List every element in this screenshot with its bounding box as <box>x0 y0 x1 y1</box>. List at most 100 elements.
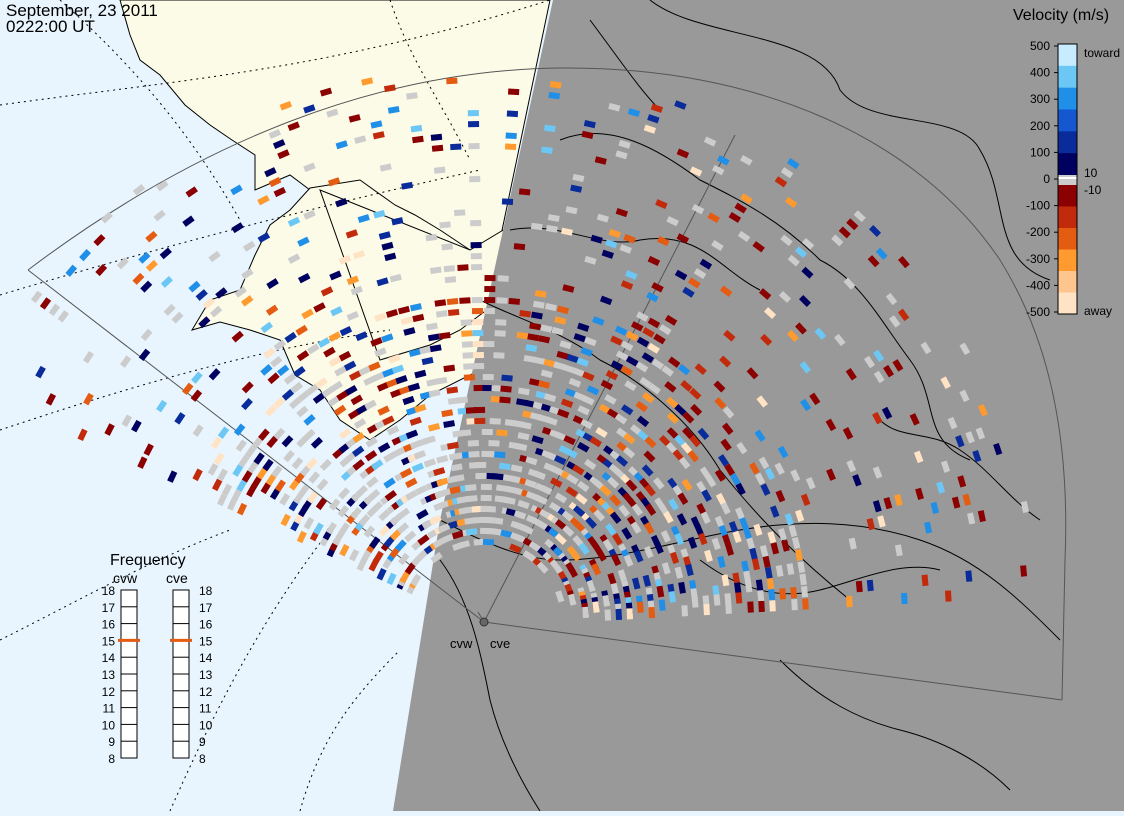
velocity-cell <box>191 371 203 384</box>
velocity-cell <box>936 481 946 494</box>
velocity-cell <box>181 382 194 396</box>
velocity-cell <box>77 428 88 442</box>
velocity-cell <box>505 132 517 140</box>
frequency-scales: 18 17 16 15 14 13 12 11 10 9 8 18 17 16 15 14 13 12 11 10 9 8 <box>102 584 213 766</box>
velocity-cell <box>328 356 342 368</box>
velocity-cell <box>556 408 570 419</box>
velocity-cell <box>265 473 277 486</box>
velocity-cell <box>312 392 326 404</box>
velocity-cell <box>313 302 326 313</box>
velocity-cell <box>704 549 713 563</box>
velocity-cell <box>338 427 352 440</box>
velocity-cell <box>408 348 421 358</box>
velocity-cell <box>572 505 586 518</box>
colorbar-swatch <box>1058 44 1077 67</box>
velocity-cell <box>778 291 792 303</box>
velocity-cell <box>568 377 582 388</box>
velocity-cell <box>35 365 46 379</box>
velocity-cell <box>737 230 751 243</box>
velocity-cell <box>287 253 301 264</box>
velocity-cell <box>277 149 290 160</box>
velocity-cell <box>769 505 780 518</box>
velocity-cell <box>583 120 596 129</box>
velocity-cell <box>143 443 154 456</box>
velocity-cell <box>825 418 837 432</box>
velocity-cell <box>610 360 624 371</box>
velocity-cell <box>283 449 295 463</box>
velocity-cell <box>413 450 427 460</box>
velocity-cell <box>625 330 639 342</box>
velocity-cell <box>346 311 360 321</box>
velocity-cell <box>711 537 721 551</box>
velocity-cell <box>463 374 476 381</box>
velocity-cell <box>728 520 739 534</box>
velocity-cell <box>404 477 418 489</box>
velocity-cell <box>766 577 775 590</box>
velocity-cell <box>673 434 686 447</box>
velocity-cell <box>691 596 699 608</box>
velocity-cell <box>328 498 341 511</box>
velocity-cell <box>296 435 309 448</box>
velocity-cell <box>920 341 932 355</box>
colorbar-swatch <box>1058 185 1077 207</box>
velocity-cell <box>504 143 517 151</box>
velocity-cell <box>444 276 457 284</box>
velocity-cell <box>499 396 511 404</box>
velocity-cell <box>265 304 279 316</box>
velocity-cell <box>327 177 341 187</box>
radar-site-marker <box>479 617 489 627</box>
night-region <box>393 0 1124 811</box>
velocity-cell <box>599 295 613 306</box>
velocity-cell <box>268 129 282 139</box>
colorbar-10-label: 10 <box>1084 166 1098 180</box>
velocity-cell <box>656 585 665 598</box>
velocity-cell <box>653 333 666 345</box>
velocity-cell <box>272 139 286 149</box>
velocity-cell <box>786 157 800 170</box>
velocity-cell <box>562 364 576 374</box>
velocity-cell <box>760 483 771 496</box>
velocity-cell <box>565 486 579 498</box>
velocity-cell <box>531 435 544 445</box>
velocity-cell <box>378 231 391 240</box>
velocity-cell <box>379 163 392 172</box>
velocity-cell <box>227 498 238 511</box>
colorbar-tick-label: 500 <box>1030 39 1050 53</box>
frequency-scale-label: 14 <box>102 651 116 665</box>
velocity-cell <box>665 441 678 455</box>
velocity-cell <box>217 468 228 481</box>
velocity-cell <box>195 289 208 301</box>
velocity-cell <box>624 380 637 392</box>
velocity-cell <box>538 380 551 389</box>
velocity-cell <box>215 287 228 299</box>
velocity-cell <box>607 476 620 489</box>
velocity-cell <box>370 120 383 129</box>
velocity-cell <box>232 464 244 477</box>
velocity-cell <box>564 388 578 398</box>
velocity-cell <box>383 84 396 93</box>
velocity-cell <box>668 591 677 603</box>
velocity-cell <box>364 450 378 462</box>
velocity-cell <box>303 414 316 426</box>
velocity-cell <box>591 562 602 576</box>
velocity-cell <box>747 601 754 613</box>
velocity-cell <box>627 108 641 118</box>
velocity-cell <box>260 481 272 495</box>
velocity-cell <box>450 143 462 151</box>
velocity-cell <box>346 275 360 286</box>
velocity-cell <box>554 316 567 325</box>
velocity-cell <box>650 103 664 113</box>
velocity-cell <box>714 469 726 482</box>
velocity-cell <box>547 214 560 222</box>
velocity-cell <box>777 528 787 541</box>
velocity-cell <box>400 316 413 326</box>
velocity-cell <box>446 77 458 85</box>
velocity-cell <box>244 445 256 459</box>
velocity-cell <box>363 525 376 538</box>
velocity-cell <box>694 363 707 376</box>
velocity-cell <box>273 339 287 351</box>
velocity-cell <box>425 233 438 242</box>
velocity-cell <box>728 212 742 223</box>
velocity-cell <box>525 456 538 466</box>
velocity-cell <box>913 450 924 464</box>
